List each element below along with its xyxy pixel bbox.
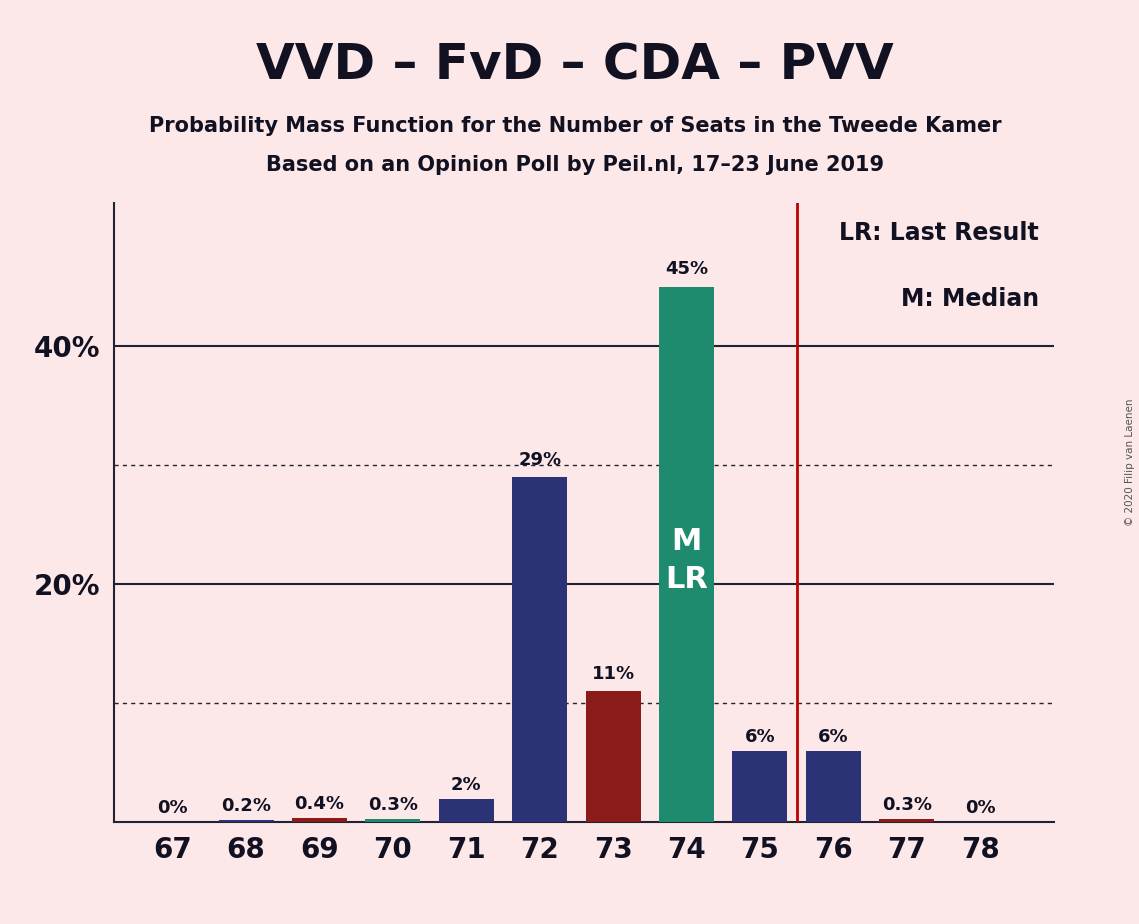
Text: 0.3%: 0.3% [882, 796, 932, 814]
Bar [366, 819, 420, 822]
Bar [585, 691, 640, 822]
Text: 6%: 6% [818, 728, 849, 747]
Text: 29%: 29% [518, 451, 562, 468]
Text: 0.2%: 0.2% [221, 797, 271, 815]
Text: 0.3%: 0.3% [368, 796, 418, 814]
Text: Based on an Opinion Poll by Peil.nl, 17–23 June 2019: Based on an Opinion Poll by Peil.nl, 17–… [267, 155, 884, 176]
Text: M: Median: M: Median [901, 286, 1039, 310]
Text: 0%: 0% [965, 799, 995, 817]
Text: 45%: 45% [665, 261, 708, 278]
Bar [879, 819, 934, 822]
Text: 11%: 11% [591, 665, 634, 683]
Bar [219, 820, 273, 822]
Text: VVD – FvD – CDA – PVV: VVD – FvD – CDA – PVV [256, 42, 894, 90]
Text: 2%: 2% [451, 776, 482, 794]
Text: LR: Last Result: LR: Last Result [839, 221, 1039, 245]
Text: © 2020 Filip van Laenen: © 2020 Filip van Laenen [1125, 398, 1134, 526]
Bar [513, 477, 567, 822]
Bar [805, 751, 861, 822]
Text: 0%: 0% [157, 799, 188, 817]
Text: Probability Mass Function for the Number of Seats in the Tweede Kamer: Probability Mass Function for the Number… [149, 116, 1001, 136]
Bar [439, 798, 494, 822]
Text: 6%: 6% [745, 728, 776, 747]
Bar [659, 286, 714, 822]
Text: 0.4%: 0.4% [295, 795, 344, 813]
Bar [292, 818, 347, 822]
Text: M
LR: M LR [665, 527, 708, 594]
Bar [732, 751, 787, 822]
